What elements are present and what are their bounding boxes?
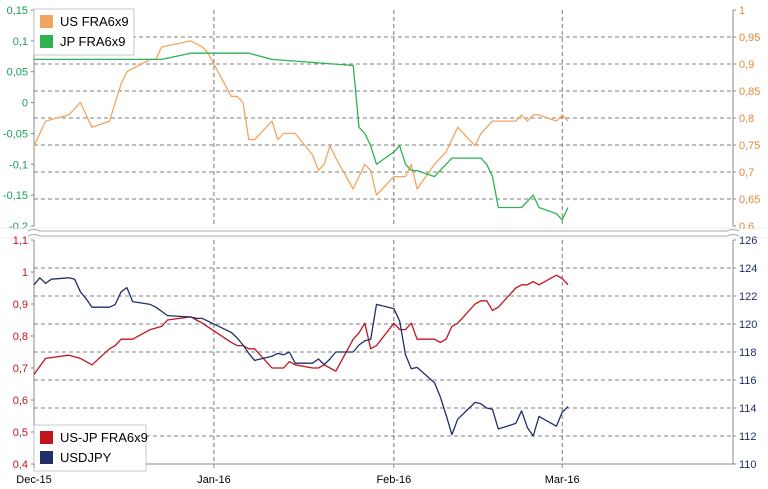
- series-line-us-jp-fra6x9: [33, 274, 569, 375]
- right-tick-label: 124: [739, 263, 757, 275]
- left-tick-label: -0,1: [9, 159, 28, 171]
- left-tick-label: -0,05: [3, 128, 28, 140]
- left-tick-label: 1,1: [13, 235, 28, 247]
- legend-label: US-JP FRA6x9: [60, 430, 148, 445]
- left-tick-label: 0,05: [7, 67, 28, 79]
- legend-label: USDJPY: [60, 450, 112, 465]
- right-tick-label: 110: [739, 459, 757, 471]
- x-axis: Dec-15 Jan-16 Feb-16 Mar-16: [16, 464, 580, 486]
- left-tick-label: 0,5: [13, 427, 28, 439]
- legend-swatch: [40, 15, 53, 28]
- right-tick-label: 0,8: [739, 113, 754, 125]
- right-tick-label: 0,85: [739, 86, 760, 98]
- x-tick-label: Feb-16: [376, 474, 411, 486]
- series-line-usdjpy: [33, 277, 569, 437]
- series-line-jp-fra6x9: [34, 52, 569, 221]
- right-tick-label: 118: [739, 347, 757, 359]
- bottom-panel: 1,1 1 0,9 0,8 0,7 0,6 0,5 0,4 126 124 122 120 118 116…: [13, 235, 757, 472]
- left-tick-label: 0,8: [13, 331, 28, 343]
- right-tick-label: 112: [739, 431, 757, 443]
- right-tick-label: 1: [739, 5, 745, 17]
- legend-label: US FRA6x9: [60, 14, 129, 29]
- right-tick-label: 122: [739, 291, 757, 303]
- right-tick-label: 0,9: [739, 59, 754, 71]
- right-tick-label: 0,7: [739, 167, 754, 179]
- left-tick-label: 0,9: [13, 299, 28, 311]
- right-tick-label: 0,75: [739, 140, 760, 152]
- legend-swatch: [40, 35, 53, 48]
- legend-label: JP FRA6x9: [60, 34, 126, 49]
- break-line-upper: [27, 229, 740, 232]
- legend-swatch: [40, 431, 53, 444]
- right-tick-label: 0,65: [739, 194, 760, 206]
- legend-swatch: [40, 451, 53, 464]
- axis-break: [0, 227, 768, 239]
- left-tick-label: 1: [22, 267, 28, 279]
- x-tick-label: Dec-15: [16, 474, 51, 486]
- x-tick-label: Mar-16: [545, 474, 580, 486]
- x-tick-label: Jan-16: [197, 474, 231, 486]
- right-tick-label: 126: [739, 235, 757, 247]
- left-tick-label: 0,15: [7, 5, 28, 17]
- right-tick-label: 120: [739, 319, 757, 331]
- right-tick-label: 116: [739, 375, 757, 387]
- left-tick-label: 0,1: [13, 36, 28, 48]
- right-tick-label: 0,95: [739, 32, 760, 44]
- left-tick-label: -0,15: [3, 190, 28, 202]
- left-tick-label: 0: [22, 98, 28, 110]
- left-tick-label: 0,6: [13, 395, 28, 407]
- left-tick-label: 0,7: [13, 363, 28, 375]
- break-band: [0, 229, 768, 237]
- top-panel: 0,150,10,050-0,05-0,1-0,15-0,210,950,90,…: [3, 5, 761, 233]
- break-line-lower: [27, 234, 740, 237]
- left-tick-label: 0,4: [13, 459, 28, 471]
- right-tick-label: 114: [739, 403, 757, 415]
